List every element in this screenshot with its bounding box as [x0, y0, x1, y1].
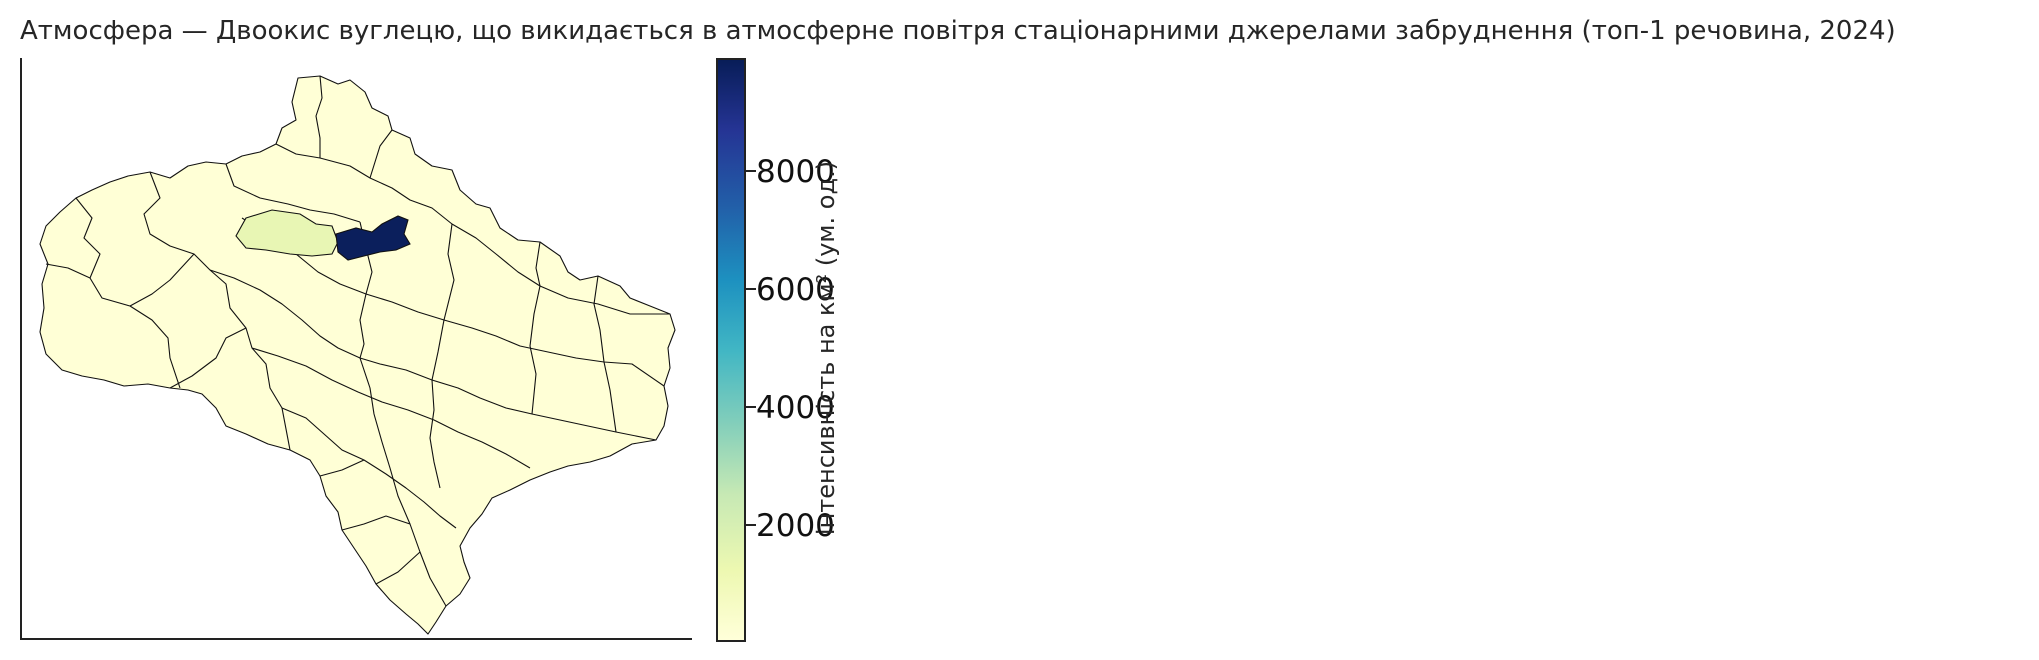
map-bottom-spine — [20, 638, 692, 640]
choropleth-map — [39, 75, 676, 635]
map-panel — [20, 58, 692, 640]
chart-title: Атмосфера — Двоокис вуглецю, що викидаєт… — [20, 16, 1896, 46]
colorbar: 2000 4000 6000 8000 інтенсивність на км²… — [716, 58, 916, 642]
colorbar-gradient — [716, 58, 746, 642]
region-max — [335, 215, 411, 261]
colorbar-tick — [746, 406, 756, 408]
colorbar-tick — [746, 524, 756, 526]
map-left-spine — [20, 58, 22, 640]
colorbar-tick-label: 4000 — [756, 390, 835, 426]
colorbar-tick-label: 2000 — [756, 508, 835, 544]
colorbar-tick — [746, 288, 756, 290]
colorbar-tick-label: 6000 — [756, 272, 835, 308]
region-secondary — [235, 209, 339, 257]
colorbar-tick — [746, 170, 756, 172]
colorbar-tick-label: 8000 — [756, 154, 835, 190]
colorbar-label: інтенсивність на км² (ум. од.) — [812, 160, 840, 536]
region-outline — [39, 75, 676, 635]
